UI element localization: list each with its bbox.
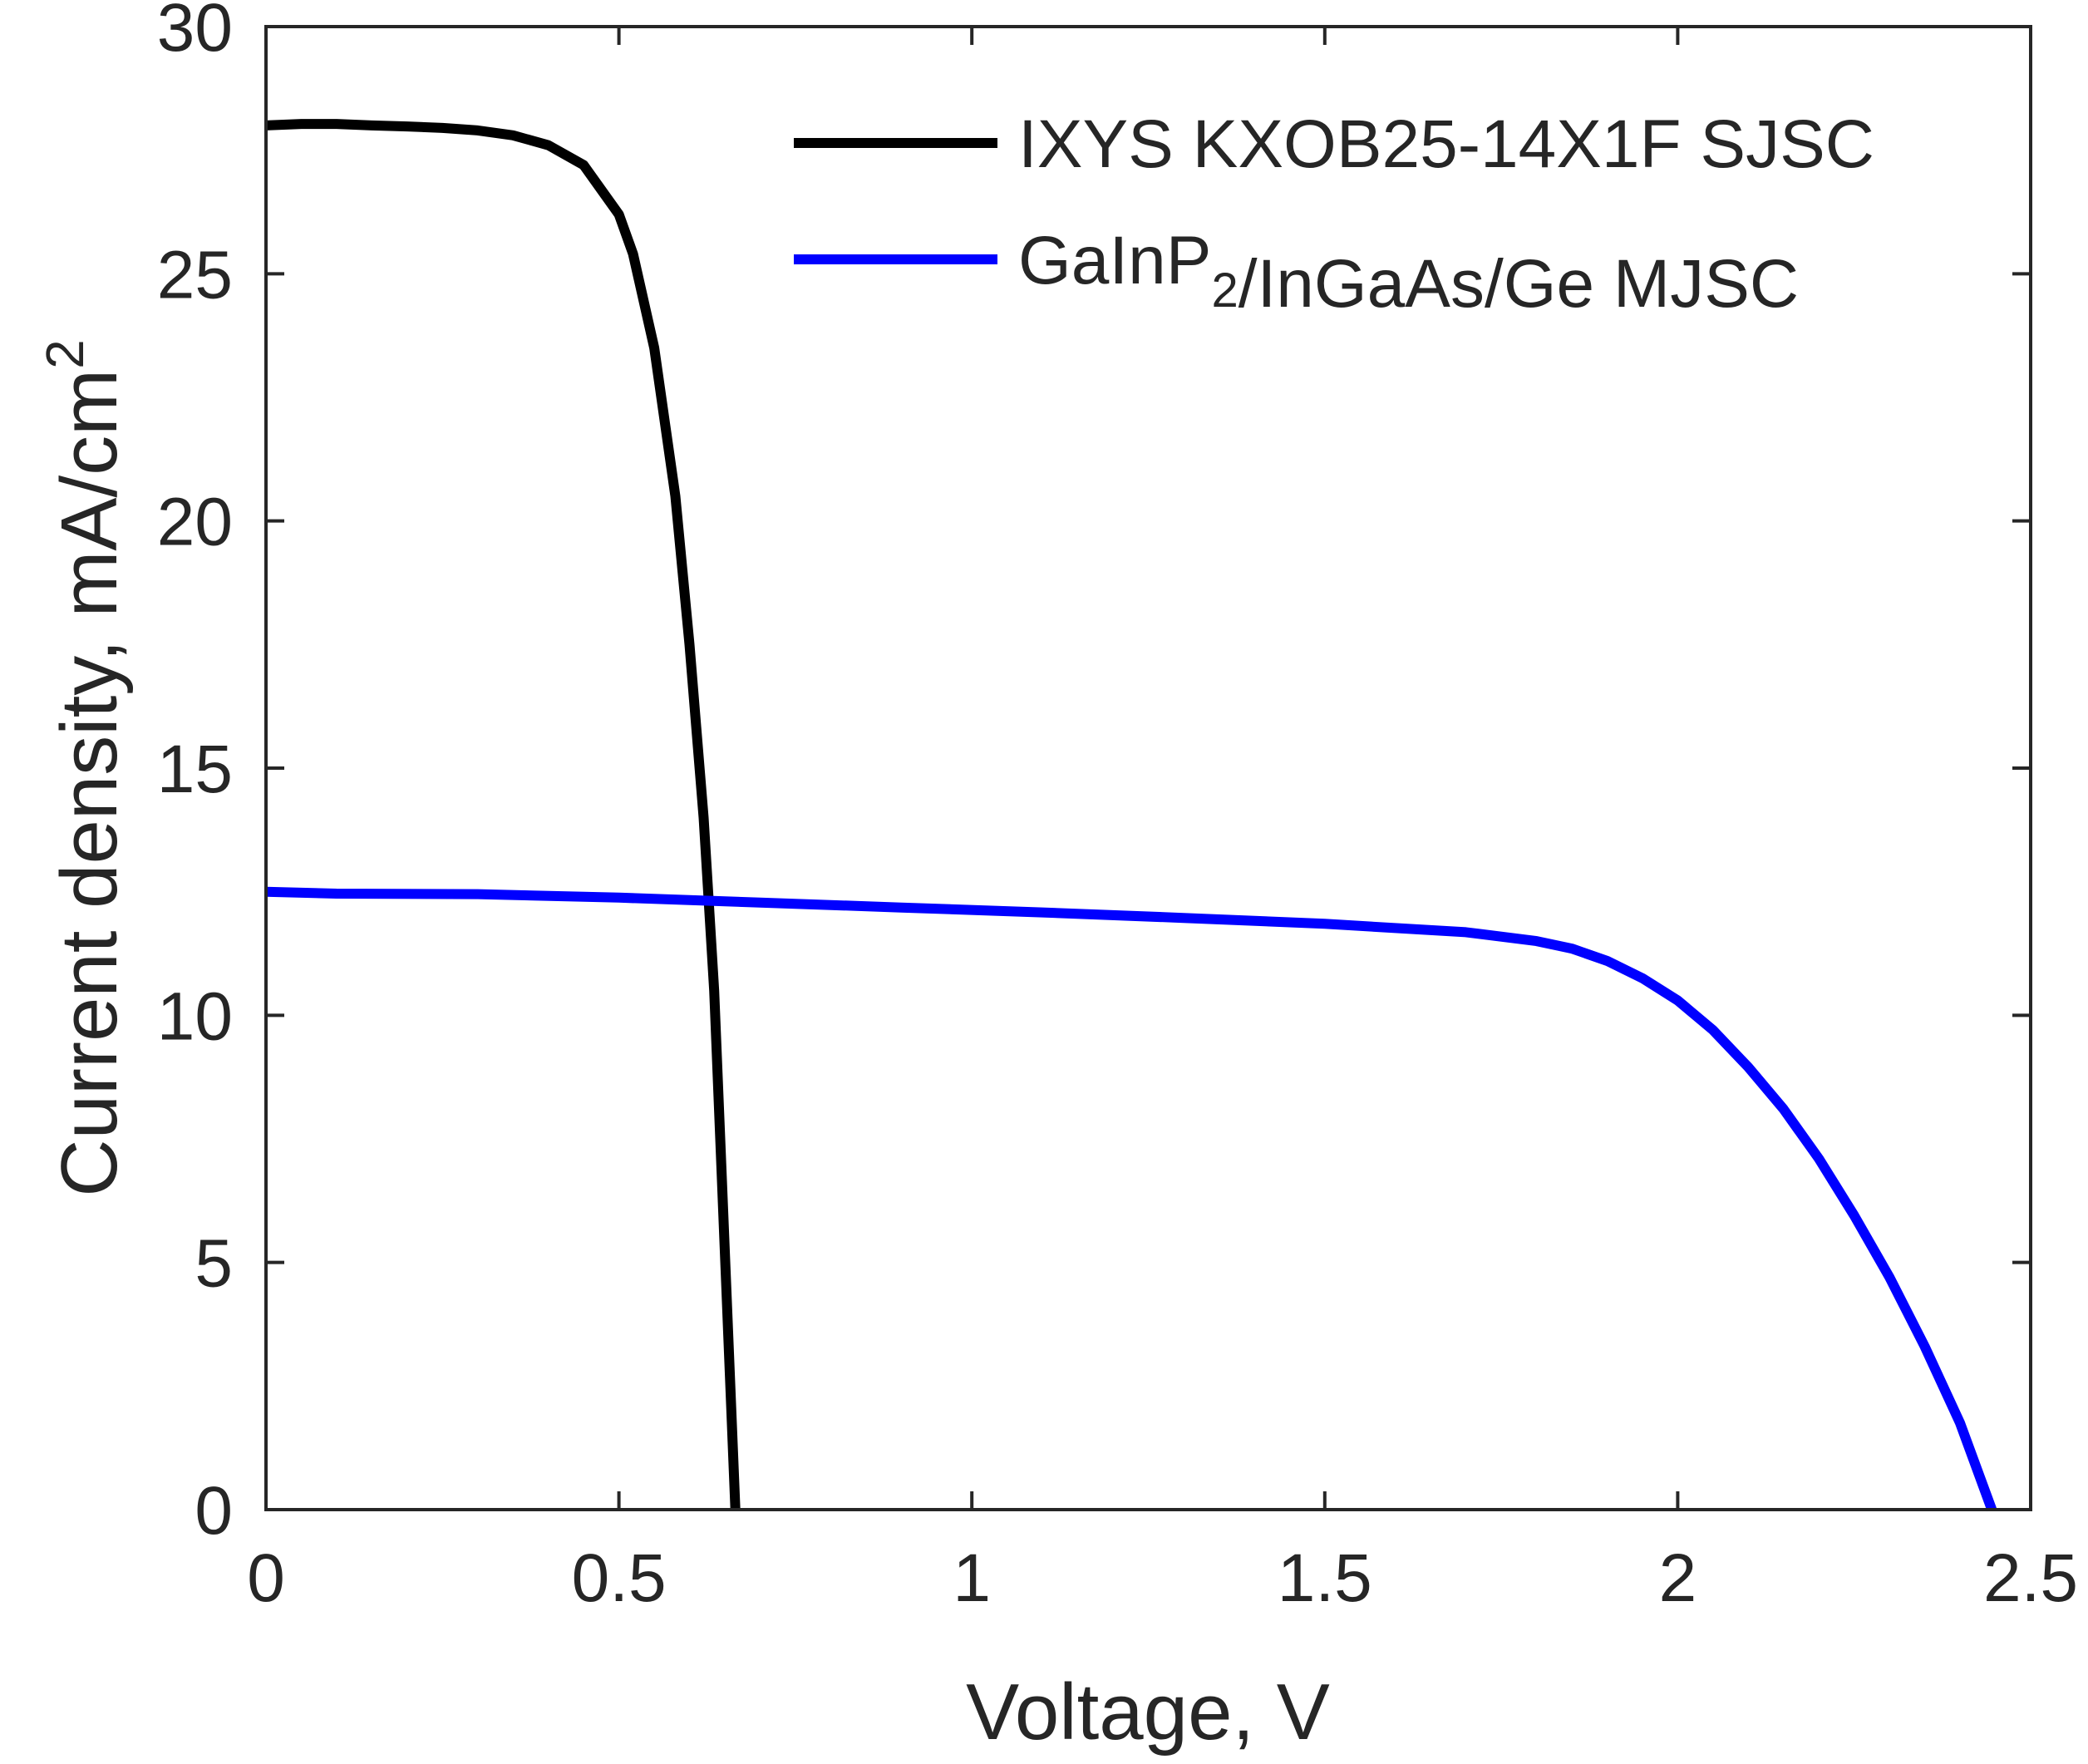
legend-text-part: /InGaAs/Ge MJSC xyxy=(1239,246,1799,322)
legend-subscript: 2 xyxy=(1211,264,1238,318)
legend: IXYS KXOB25-14X1F SJSC GaInP2/InGaAs/Ge M… xyxy=(794,106,1874,322)
y-tick-label: 30 xyxy=(157,0,233,66)
legend-text-part: GaInP xyxy=(1018,223,1211,298)
x-tick-label: 0 xyxy=(247,1540,285,1616)
series-line-1 xyxy=(265,119,741,1510)
x-tick-label: 2.5 xyxy=(1983,1540,2078,1616)
y-tick-label: 20 xyxy=(157,485,233,560)
legend-text-part: IXYS KXOB25-14X1F SJSC xyxy=(1018,106,1874,182)
tick-labels-layer: 0 0.5 1 1.5 2 2.5 0 5 10 15 20 25 30 xyxy=(157,0,2078,1616)
y-axis-label-main: Current density, mA/cm xyxy=(45,369,134,1197)
x-tick-label: 0.5 xyxy=(572,1540,667,1616)
series-line-2 xyxy=(265,886,1997,1512)
x-tick-label: 1 xyxy=(953,1540,991,1616)
x-tick-label: 1.5 xyxy=(1278,1540,1372,1616)
y-tick-label: 10 xyxy=(157,978,233,1054)
x-tick-label: 2 xyxy=(1659,1540,1697,1616)
plot-background xyxy=(266,27,2031,1510)
series-layer xyxy=(265,119,1997,1512)
y-axis-label: Current density, mA/cm2 xyxy=(35,339,134,1196)
plot-frame xyxy=(264,25,2032,1511)
y-tick-label: 25 xyxy=(157,237,233,313)
y-tick-label: 5 xyxy=(195,1226,233,1302)
legend-label-1: IXYS KXOB25-14X1F SJSC xyxy=(1018,106,1874,182)
y-tick-label: 0 xyxy=(195,1473,233,1549)
y-axis-label-superscript: 2 xyxy=(35,339,95,369)
y-tick-label: 15 xyxy=(157,732,233,807)
legend-label-2: GaInP2/InGaAs/Ge MJSC xyxy=(1018,223,1799,322)
x-axis-label: Voltage, V xyxy=(966,1668,1330,1757)
